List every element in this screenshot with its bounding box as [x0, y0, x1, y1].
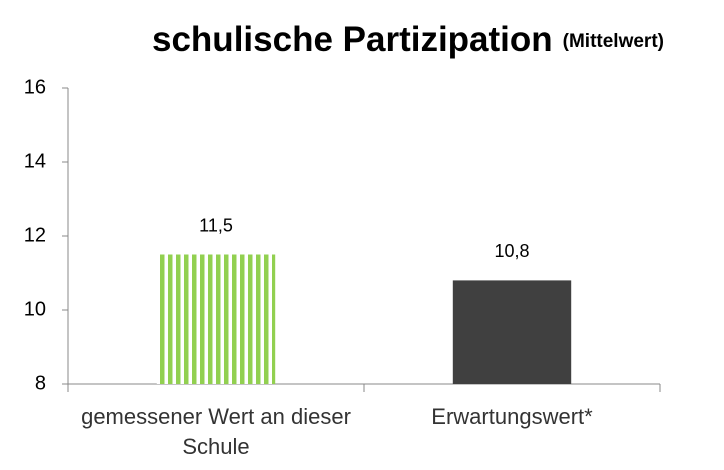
y-tick-label: 16	[24, 76, 46, 98]
bar	[156, 254, 276, 384]
chart-title: schulische Partizipation (Mittelwert)	[152, 20, 664, 59]
x-tick-label: gemessener Wert an dieser Schule	[81, 404, 351, 459]
y-tick-label: 8	[35, 372, 46, 394]
y-tick-label: 12	[24, 224, 46, 246]
y-tick-label: 14	[24, 150, 46, 172]
value-label: 10,8	[494, 241, 529, 261]
bar	[452, 280, 572, 384]
title: schulische Partizipation	[152, 20, 553, 59]
subtitle: (Mittelwert)	[563, 31, 664, 52]
value-label: 11,5	[199, 215, 233, 235]
x-tick-label: Erwartungswert*	[431, 404, 593, 429]
y-tick-label: 10	[24, 298, 46, 320]
